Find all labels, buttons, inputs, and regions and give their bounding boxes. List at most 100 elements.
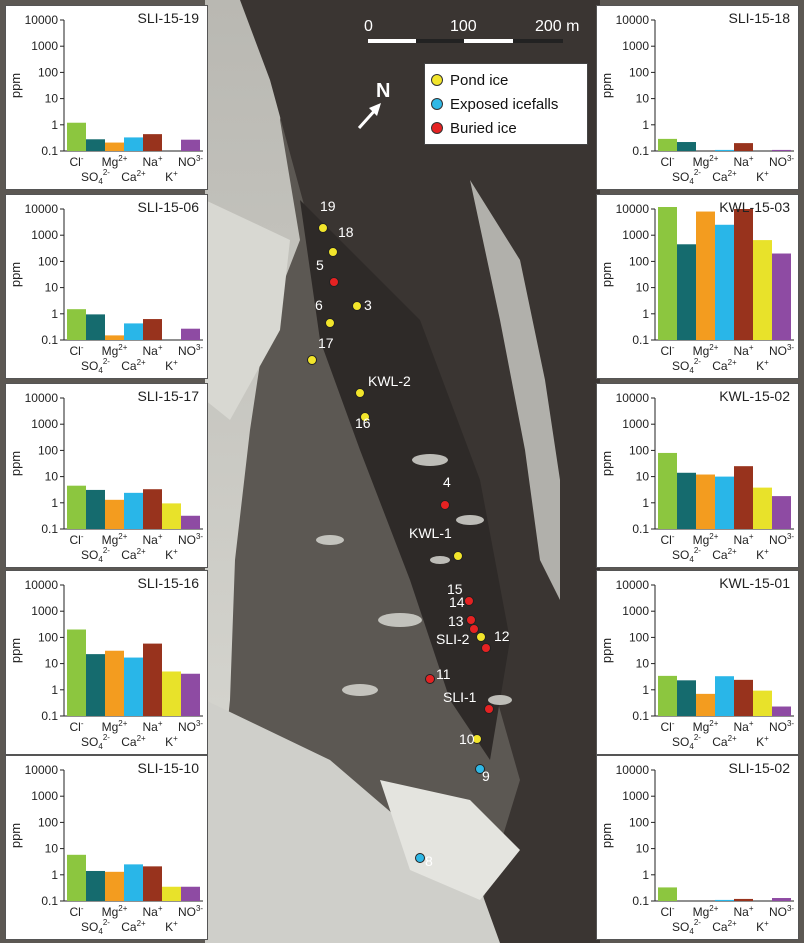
x-tick-label: K+ bbox=[165, 358, 178, 373]
y-tick-label: 1 bbox=[51, 496, 58, 510]
chart-panel-sli-15-10: ppm 10000 1000 100 10 1 0.1 Cl- Mg2+ Na+ NO3- SO42-… bbox=[5, 755, 208, 940]
y-tick-label: 100 bbox=[629, 65, 649, 79]
x-tick-label: K+ bbox=[756, 734, 769, 749]
map-legend: Pond ice Exposed icefalls Buried ice bbox=[424, 63, 588, 145]
y-tick-label: 0.1 bbox=[41, 709, 58, 723]
x-tick-label: Cl- bbox=[660, 154, 674, 169]
x-tick-label: Mg2+ bbox=[693, 904, 719, 919]
site-marker-buried bbox=[481, 643, 491, 653]
y-tick-label: 1000 bbox=[31, 39, 58, 53]
north-arrow-icon bbox=[357, 103, 381, 130]
y-axis-label: ppm bbox=[599, 823, 614, 848]
bar-Ca2+ bbox=[715, 899, 734, 901]
bar-Cl- bbox=[658, 207, 677, 340]
bar-chart: ppm 10000 1000 100 10 1 0.1 Cl- Mg2+ Na+ NO3- SO42-… bbox=[8, 391, 203, 564]
x-tick-label: Na+ bbox=[733, 532, 753, 547]
bar-Ca2+ bbox=[124, 323, 143, 340]
site-marker-pond bbox=[355, 388, 365, 398]
x-tick-label: SO42- bbox=[672, 733, 701, 751]
x-tick-label: K+ bbox=[165, 547, 178, 562]
site-marker-pond bbox=[360, 412, 370, 422]
y-tick-label: 100 bbox=[629, 254, 649, 268]
y-tick-label: 0.1 bbox=[41, 894, 58, 908]
bar-Ca2+ bbox=[715, 476, 734, 529]
x-tick-label: Cl- bbox=[69, 532, 83, 547]
y-tick-label: 10 bbox=[636, 92, 650, 106]
x-tick-label: K+ bbox=[165, 919, 178, 934]
y-tick-label: 10000 bbox=[616, 391, 650, 405]
site-label: 3 bbox=[364, 297, 372, 313]
y-tick-label: 10000 bbox=[25, 391, 59, 405]
bar-Cl- bbox=[658, 138, 677, 151]
bar-Na+ bbox=[734, 209, 753, 340]
site-marker-buried bbox=[484, 704, 494, 714]
y-tick-label: 1000 bbox=[31, 417, 58, 431]
site-marker-icefall bbox=[475, 764, 485, 774]
site-label: 6 bbox=[315, 297, 323, 313]
x-tick-label: Cl- bbox=[69, 904, 83, 919]
bar-Mg2+ bbox=[105, 142, 124, 151]
bar-Ca2+ bbox=[715, 676, 734, 716]
site-label: 5 bbox=[316, 257, 324, 273]
x-tick-label: Ca2+ bbox=[121, 169, 146, 184]
chart-panel-sli-15-06: ppm 10000 1000 100 10 1 0.1 Cl- Mg2+ Na+ NO3- SO42-… bbox=[5, 194, 208, 379]
y-tick-label: 1 bbox=[51, 118, 58, 132]
y-tick-label: 10000 bbox=[25, 202, 59, 216]
x-tick-label: Mg2+ bbox=[693, 532, 719, 547]
x-tick-label: Ca2+ bbox=[712, 919, 737, 934]
legend-label: Exposed icefalls bbox=[450, 95, 559, 113]
bar-Cl- bbox=[658, 452, 677, 529]
site-marker-buried bbox=[469, 624, 479, 634]
x-tick-label: SO42- bbox=[81, 168, 110, 186]
x-tick-label: Na+ bbox=[142, 719, 162, 734]
legend-item-buried-ice: Buried ice bbox=[431, 116, 581, 140]
buried-ice-dot-icon bbox=[431, 122, 443, 134]
y-axis-label: ppm bbox=[8, 262, 23, 287]
panel-title: SLI-15-18 bbox=[728, 10, 790, 26]
bar-Mg2+ bbox=[105, 650, 124, 716]
x-tick-label: Ca2+ bbox=[121, 358, 146, 373]
x-tick-label: Cl- bbox=[69, 343, 83, 358]
bar-chart: ppm 10000 1000 100 10 1 0.1 Cl- Mg2+ Na+ NO3- SO42-… bbox=[599, 578, 794, 751]
y-tick-label: 10000 bbox=[616, 202, 650, 216]
bar-chart: ppm 10000 1000 100 10 1 0.1 Cl- Mg2+ Na+ NO3- SO42-… bbox=[599, 13, 794, 186]
site-label: 13 bbox=[448, 613, 464, 629]
panel-title: SLI-15-02 bbox=[728, 760, 790, 776]
y-tick-label: 10000 bbox=[25, 13, 59, 27]
x-tick-label: Cl- bbox=[660, 904, 674, 919]
x-tick-label: Na+ bbox=[733, 343, 753, 358]
bar-NO3- bbox=[181, 673, 200, 716]
x-tick-label: Mg2+ bbox=[102, 343, 128, 358]
y-tick-label: 1000 bbox=[31, 604, 58, 618]
y-tick-label: 1000 bbox=[31, 228, 58, 242]
site-label: SLI-2 bbox=[436, 631, 470, 647]
y-tick-label: 10000 bbox=[616, 578, 650, 592]
bar-Na+ bbox=[734, 143, 753, 151]
x-tick-label: Cl- bbox=[660, 719, 674, 734]
bar-K+ bbox=[162, 886, 181, 901]
y-tick-label: 1000 bbox=[622, 39, 649, 53]
site-marker-pond bbox=[328, 247, 338, 257]
bar-Na+ bbox=[143, 489, 162, 529]
panel-title: SLI-15-16 bbox=[137, 575, 199, 591]
bar-SO42- bbox=[86, 489, 105, 529]
bar-Na+ bbox=[143, 643, 162, 716]
bar-NO3- bbox=[181, 328, 200, 340]
x-tick-label: Ca2+ bbox=[121, 919, 146, 934]
panel-title: SLI-15-19 bbox=[137, 10, 199, 26]
chart-panel-sli-15-02: ppm 10000 1000 100 10 1 0.1 Cl- Mg2+ Na+ NO3- SO42-… bbox=[596, 755, 799, 940]
x-tick-label: NO3- bbox=[769, 904, 794, 919]
x-tick-label: Mg2+ bbox=[102, 532, 128, 547]
y-axis-label: ppm bbox=[599, 451, 614, 476]
site-marker-pond bbox=[318, 223, 328, 233]
y-tick-label: 1 bbox=[51, 683, 58, 697]
bar-Cl- bbox=[67, 485, 86, 529]
panel-title: KWL-15-03 bbox=[719, 199, 790, 215]
y-tick-label: 1000 bbox=[622, 789, 649, 803]
legend-item-exposed-icefalls: Exposed icefalls bbox=[431, 92, 581, 116]
bar-Cl- bbox=[67, 309, 86, 340]
site-marker-pond bbox=[307, 355, 317, 365]
x-tick-label: Cl- bbox=[69, 154, 83, 169]
y-tick-label: 100 bbox=[38, 254, 58, 268]
y-tick-label: 0.1 bbox=[41, 333, 58, 347]
